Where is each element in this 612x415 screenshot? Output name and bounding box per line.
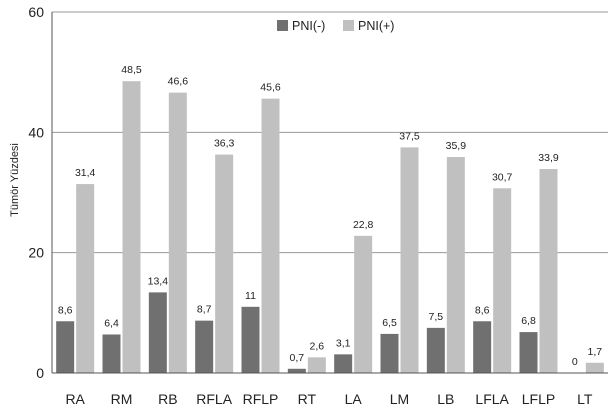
data-label-LM-pni-pos: 37,5 [399, 130, 420, 142]
bars [56, 81, 604, 374]
bar-LM-pni-neg [380, 333, 399, 373]
bar-RM-pni-neg [102, 334, 121, 373]
y-tick-label: 60 [28, 4, 44, 20]
x-tick-label-LFLA: LFLA [475, 391, 509, 407]
legend: PNI(-) PNI(+) [277, 19, 394, 33]
bar-LFLA-pni-pos [493, 188, 512, 373]
data-label-LFLP-pni-neg: 6,8 [521, 315, 536, 327]
y-tick-label: 0 [36, 365, 44, 381]
y-tick-labels: 0 20 40 60 [28, 4, 44, 381]
data-label-RM-pni-neg: 6,4 [104, 317, 119, 329]
gridlines [52, 11, 608, 254]
data-label-RFLP-pni-pos: 45,6 [260, 82, 281, 94]
bar-LT-pni-pos [585, 362, 604, 373]
data-label-LA-pni-neg: 3,1 [336, 337, 351, 349]
x-tick-label-LM: LM [390, 391, 409, 407]
y-tick-label: 40 [28, 124, 44, 140]
x-tick-label-RM: RM [111, 391, 133, 407]
bar-RM-pni-pos [122, 81, 141, 374]
data-label-RA-pni-neg: 8,6 [58, 304, 73, 316]
data-label-LA-pni-pos: 22,8 [353, 219, 374, 231]
bar-LM-pni-pos [400, 147, 419, 373]
legend-swatch-pni-pos [343, 20, 354, 31]
bar-LA-pni-pos [354, 235, 373, 373]
data-label-RFLA-pni-neg: 8,7 [197, 304, 212, 316]
bar-RA-pni-pos [76, 184, 95, 373]
x-tick-label-RFLP: RFLP [243, 391, 279, 407]
x-tick-label-LT: LT [577, 391, 593, 407]
data-label-LB-pni-neg: 7,5 [429, 311, 444, 323]
bar-RB-pni-pos [168, 92, 187, 373]
data-label-RT-pni-pos: 2,6 [310, 340, 325, 352]
bar-LFLP-pni-neg [519, 332, 538, 373]
x-tick-label-RT: RT [298, 391, 317, 407]
data-label-LT-pni-pos: 1,7 [588, 346, 603, 358]
y-axis-title: Tümör Yüzdesi [9, 143, 21, 217]
data-labels: 8,6 31,4 6,4 48,5 13,4 46,6 8,7 36,3 11 45,6 0,7 2,… [58, 64, 602, 368]
data-label-LT-pni-neg: 0 [572, 356, 578, 368]
x-tick-label-LB: LB [437, 391, 454, 407]
data-label-RB-pni-pos: 46,6 [168, 76, 189, 88]
data-label-LFLP-pni-pos: 33,9 [538, 152, 559, 164]
x-tick-label-LFLP: LFLP [522, 391, 555, 407]
bar-RT-pni-pos [307, 357, 326, 373]
data-label-RFLA-pni-pos: 36,3 [214, 138, 235, 150]
data-label-LFLA-pni-neg: 8,6 [475, 304, 490, 316]
legend-label-pni-pos: PNI(+) [358, 19, 394, 33]
bar-RB-pni-neg [148, 292, 167, 373]
x-tick-label-LA: LA [345, 391, 363, 407]
legend-label-pni-neg: PNI(-) [292, 19, 325, 33]
x-tick-label-RB: RB [158, 391, 177, 407]
data-label-RM-pni-pos: 48,5 [121, 64, 142, 76]
y-tick-label: 20 [28, 245, 44, 261]
bar-RFLA-pni-pos [215, 154, 234, 373]
bar-RFLA-pni-neg [195, 320, 214, 373]
data-label-LB-pni-pos: 35,9 [446, 140, 467, 152]
data-label-LFLA-pni-pos: 30,7 [492, 171, 513, 183]
x-tick-label-RFLA: RFLA [196, 391, 232, 407]
bar-LB-pni-neg [426, 327, 445, 373]
bar-LFLP-pni-pos [539, 169, 558, 373]
x-tick-label-RA: RA [65, 391, 85, 407]
data-label-RFLP-pni-neg: 11 [245, 290, 256, 302]
bar-RFLP-pni-pos [261, 98, 280, 373]
bar-LA-pni-neg [334, 354, 353, 373]
axes [51, 12, 608, 374]
bar-RT-pni-neg [287, 368, 306, 373]
bar-RA-pni-neg [56, 321, 75, 373]
bar-RFLP-pni-neg [241, 306, 260, 373]
data-label-RA-pni-pos: 31,4 [75, 167, 96, 179]
legend-swatch-pni-neg [277, 20, 288, 31]
x-tick-labels: RA RM RB RFLA RFLP RT LA LM LB LFLA LFLP LT [65, 391, 592, 407]
data-label-RB-pni-neg: 13,4 [148, 275, 169, 287]
bar-LFLA-pni-neg [473, 321, 492, 373]
data-label-RT-pni-neg: 0,7 [290, 352, 305, 364]
data-label-LM-pni-neg: 6,5 [382, 317, 397, 329]
bar-LB-pni-pos [446, 157, 465, 373]
